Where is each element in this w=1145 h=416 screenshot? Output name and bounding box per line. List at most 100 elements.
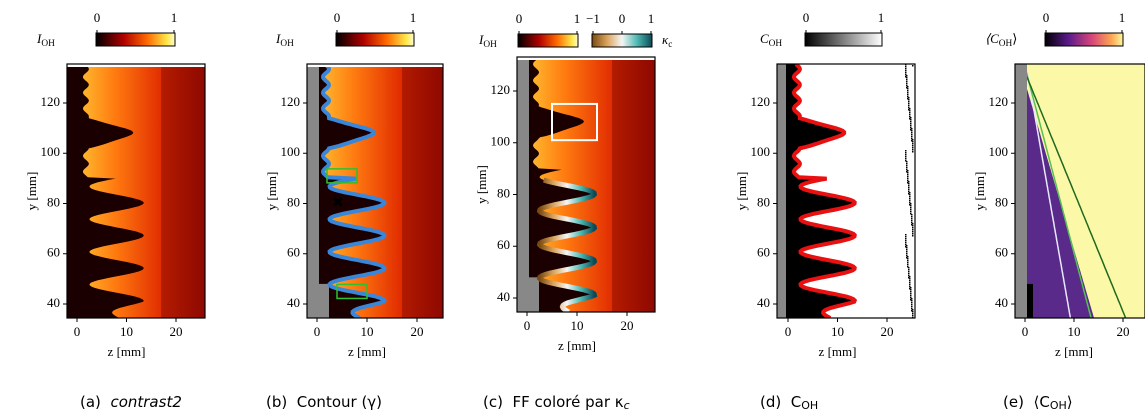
speckle bbox=[906, 251, 908, 253]
caption-space bbox=[781, 393, 791, 411]
speckle bbox=[908, 271, 910, 273]
speckle bbox=[907, 92, 909, 94]
y-tick-label: 40 bbox=[287, 295, 300, 310]
speckle bbox=[906, 253, 908, 255]
speckle bbox=[907, 180, 909, 182]
speckle bbox=[906, 81, 908, 83]
image: ✖ bbox=[307, 64, 443, 318]
colorbar-tick-label: 1 bbox=[1119, 10, 1126, 25]
colorbar-tick-label: 0 bbox=[94, 10, 101, 25]
frame bbox=[66, 63, 206, 319]
y-tick-label: 40 bbox=[47, 295, 60, 310]
colorbar-tick-label: 1 bbox=[410, 10, 417, 25]
speckle bbox=[910, 117, 912, 119]
mask bbox=[1027, 283, 1033, 318]
subscript: OH bbox=[280, 39, 294, 49]
y-tick-label: 80 bbox=[757, 194, 770, 209]
y-tick-label: 120 bbox=[491, 82, 511, 97]
y-tick-label: 40 bbox=[757, 295, 770, 310]
edge bbox=[307, 64, 443, 67]
speckle bbox=[907, 86, 909, 88]
speckle bbox=[908, 269, 910, 271]
speckle bbox=[909, 286, 911, 288]
speckle bbox=[911, 222, 913, 224]
y-tick-label: 40 bbox=[497, 289, 510, 304]
image bbox=[67, 64, 205, 318]
speckle bbox=[912, 229, 914, 231]
curvature-front bbox=[536, 177, 598, 312]
colorbar bbox=[335, 32, 415, 47]
speckle bbox=[908, 187, 910, 189]
box bbox=[336, 283, 368, 300]
x-tick-label: 20 bbox=[411, 324, 424, 339]
far-region bbox=[402, 64, 443, 318]
speckle bbox=[909, 280, 911, 282]
subscript: OH bbox=[41, 39, 55, 49]
x-axis-label: z [mm] bbox=[819, 344, 857, 359]
speckle bbox=[907, 256, 909, 258]
speckle bbox=[908, 193, 910, 195]
caption-sub: c bbox=[624, 399, 630, 412]
subscript: OH bbox=[483, 40, 497, 50]
speckle bbox=[910, 119, 912, 121]
x-tick-label: 20 bbox=[1117, 324, 1130, 339]
colorbar bbox=[591, 33, 653, 48]
speckle bbox=[910, 295, 912, 297]
iso-line bbox=[1025, 64, 1072, 318]
caption: (e) ⟨COH⟩ bbox=[1003, 393, 1073, 413]
speckle bbox=[912, 233, 914, 235]
speckle bbox=[906, 75, 908, 77]
speckle bbox=[909, 108, 911, 110]
caption-space bbox=[503, 393, 513, 411]
y-tick-label: 60 bbox=[47, 245, 60, 260]
speckle bbox=[909, 202, 911, 204]
speckle bbox=[905, 76, 907, 78]
speckle bbox=[908, 103, 910, 105]
speckle bbox=[905, 72, 907, 74]
speckle bbox=[909, 204, 911, 206]
y-tick-label: 80 bbox=[497, 185, 510, 200]
speckle bbox=[908, 189, 910, 191]
caption-space bbox=[101, 393, 111, 411]
speckle bbox=[907, 172, 909, 174]
speckle bbox=[907, 176, 909, 178]
speckle bbox=[909, 192, 911, 194]
x-tick-label: 10 bbox=[120, 324, 133, 339]
speckle bbox=[905, 154, 907, 156]
mask bbox=[777, 64, 786, 318]
contour bbox=[791, 64, 858, 318]
y-tick-label: 120 bbox=[751, 94, 771, 109]
speckle bbox=[907, 178, 909, 180]
edge bbox=[67, 64, 205, 67]
speckle bbox=[910, 291, 912, 293]
y-axis-label: y [mm] bbox=[474, 165, 489, 204]
speckle bbox=[912, 311, 914, 313]
speckle bbox=[907, 98, 909, 100]
speckle bbox=[907, 182, 909, 184]
speckle bbox=[908, 185, 910, 187]
caption-label: (d) bbox=[760, 393, 781, 411]
speckle bbox=[905, 74, 907, 76]
speckle bbox=[908, 275, 910, 277]
caption: (b) Contour (γ) bbox=[266, 393, 382, 411]
speckle bbox=[906, 85, 908, 87]
speckle bbox=[909, 284, 911, 286]
y-tick-label: 120 bbox=[989, 94, 1009, 109]
image bbox=[777, 64, 915, 318]
x-tick-label: 0 bbox=[74, 324, 81, 339]
caption-text: FF coloré par κ bbox=[513, 393, 624, 411]
speckle bbox=[912, 151, 914, 153]
speckle bbox=[912, 315, 914, 317]
speckle bbox=[908, 101, 910, 103]
speckle bbox=[906, 167, 908, 169]
caption-text: contrast2 bbox=[110, 393, 181, 411]
y-tick-label: 100 bbox=[41, 144, 61, 159]
speckle bbox=[908, 99, 910, 101]
speckle bbox=[911, 138, 913, 140]
colorbar-tick-label: 0 bbox=[619, 11, 626, 26]
speckle bbox=[908, 267, 910, 269]
caption: (a) contrast2 bbox=[80, 393, 182, 411]
label: IOH bbox=[478, 32, 497, 50]
contour bbox=[320, 64, 387, 318]
